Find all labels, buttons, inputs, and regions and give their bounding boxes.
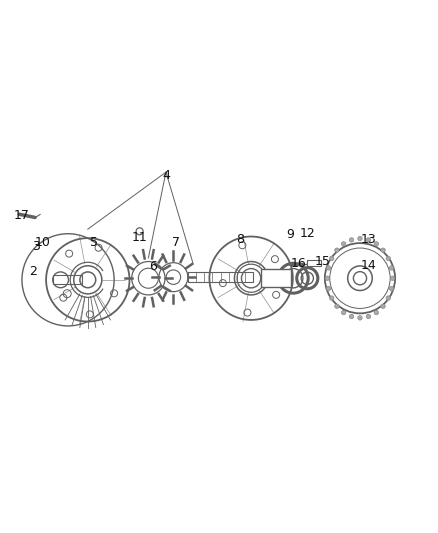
Circle shape [341,241,345,246]
Text: 11: 11 [131,231,147,244]
Circle shape [389,286,393,290]
Text: 9: 9 [286,228,294,241]
Circle shape [329,296,333,300]
Text: 14: 14 [360,259,376,272]
Circle shape [385,256,389,261]
Circle shape [357,236,361,241]
Circle shape [325,286,330,290]
Text: 16: 16 [290,257,306,270]
Circle shape [373,241,378,246]
Text: 13: 13 [360,233,376,246]
Circle shape [365,314,370,319]
Circle shape [349,314,353,319]
Circle shape [334,304,338,309]
Circle shape [325,266,330,270]
Text: 12: 12 [299,227,314,240]
Text: 3: 3 [32,240,40,253]
Circle shape [325,276,329,280]
Circle shape [365,238,370,242]
Text: 6: 6 [148,260,156,273]
Text: 17: 17 [14,209,30,222]
Text: 4: 4 [162,169,170,182]
Text: 2: 2 [29,265,37,278]
Bar [307,260,321,266]
Circle shape [373,310,378,315]
Circle shape [349,238,353,242]
Circle shape [329,256,333,261]
FancyBboxPatch shape [53,276,82,284]
Text: 8: 8 [236,233,244,246]
Text: 7: 7 [171,236,179,249]
Text: 5: 5 [90,236,98,249]
FancyBboxPatch shape [260,269,290,287]
Text: 15: 15 [314,255,330,268]
Circle shape [380,304,385,309]
Circle shape [385,296,389,300]
Text: 10: 10 [35,236,51,249]
Circle shape [380,248,385,253]
FancyBboxPatch shape [187,272,253,282]
Circle shape [341,310,345,315]
Circle shape [334,248,338,253]
Circle shape [389,276,394,280]
Circle shape [357,316,361,320]
Circle shape [389,266,393,270]
